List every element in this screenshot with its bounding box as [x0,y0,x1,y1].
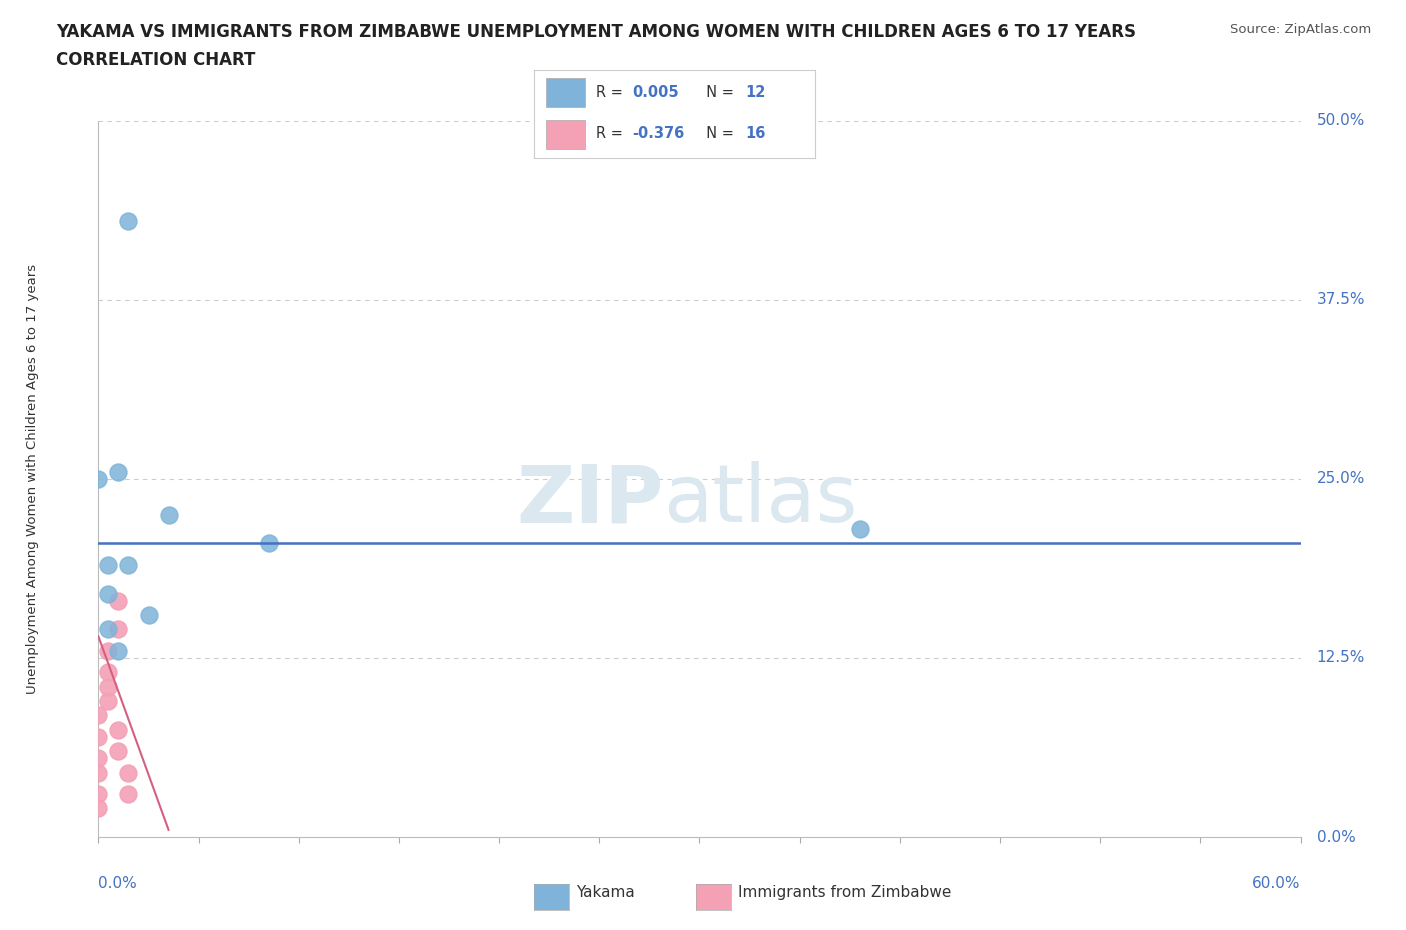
Text: 60.0%: 60.0% [1253,876,1301,891]
Bar [546,120,585,150]
Bar [546,78,585,107]
Point [97,679,120,694]
Point [97,586,120,601]
Text: atlas: atlas [664,461,858,539]
Text: 0.0%: 0.0% [98,876,138,891]
Text: 25.0%: 25.0% [1316,472,1365,486]
Point [97,694,120,709]
Point [87,765,110,780]
Point [97,622,120,637]
Point [107,722,129,737]
Point [849,522,872,537]
Point [138,607,160,622]
Point [87,751,110,765]
Text: N =: N = [697,126,740,141]
Text: Yakama: Yakama [576,885,636,900]
Point [107,593,129,608]
Point [157,508,180,523]
Point [117,765,139,780]
Text: 0.0%: 0.0% [1316,830,1355,844]
Point [107,644,129,658]
Text: Immigrants from Zimbabwe: Immigrants from Zimbabwe [738,885,952,900]
Point [97,557,120,572]
Text: -0.376: -0.376 [633,126,685,141]
Text: Unemployment Among Women with Children Ages 6 to 17 years: Unemployment Among Women with Children A… [25,264,39,694]
Point [117,557,139,572]
Point [87,787,110,802]
Point [97,644,120,658]
Text: 0.005: 0.005 [633,85,679,100]
Text: R =: R = [596,85,627,100]
Text: R =: R = [596,126,627,141]
Point [87,708,110,723]
Point [117,214,139,229]
Point [107,464,129,479]
Text: N =: N = [697,85,740,100]
Text: 37.5%: 37.5% [1316,292,1365,308]
Point [97,665,120,680]
Point [87,729,110,744]
Text: CORRELATION CHART: CORRELATION CHART [56,51,256,69]
Text: 12.5%: 12.5% [1316,650,1365,666]
Point [107,744,129,759]
Text: 16: 16 [745,126,765,141]
Text: ZIP: ZIP [516,461,664,539]
Point [87,801,110,816]
Point [87,472,110,486]
Point [257,536,280,551]
Text: Source: ZipAtlas.com: Source: ZipAtlas.com [1230,23,1371,36]
Point [117,787,139,802]
Point [107,622,129,637]
Text: YAKAMA VS IMMIGRANTS FROM ZIMBABWE UNEMPLOYMENT AMONG WOMEN WITH CHILDREN AGES 6: YAKAMA VS IMMIGRANTS FROM ZIMBABWE UNEMP… [56,23,1136,41]
Text: 50.0%: 50.0% [1316,113,1365,128]
Text: 12: 12 [745,85,765,100]
